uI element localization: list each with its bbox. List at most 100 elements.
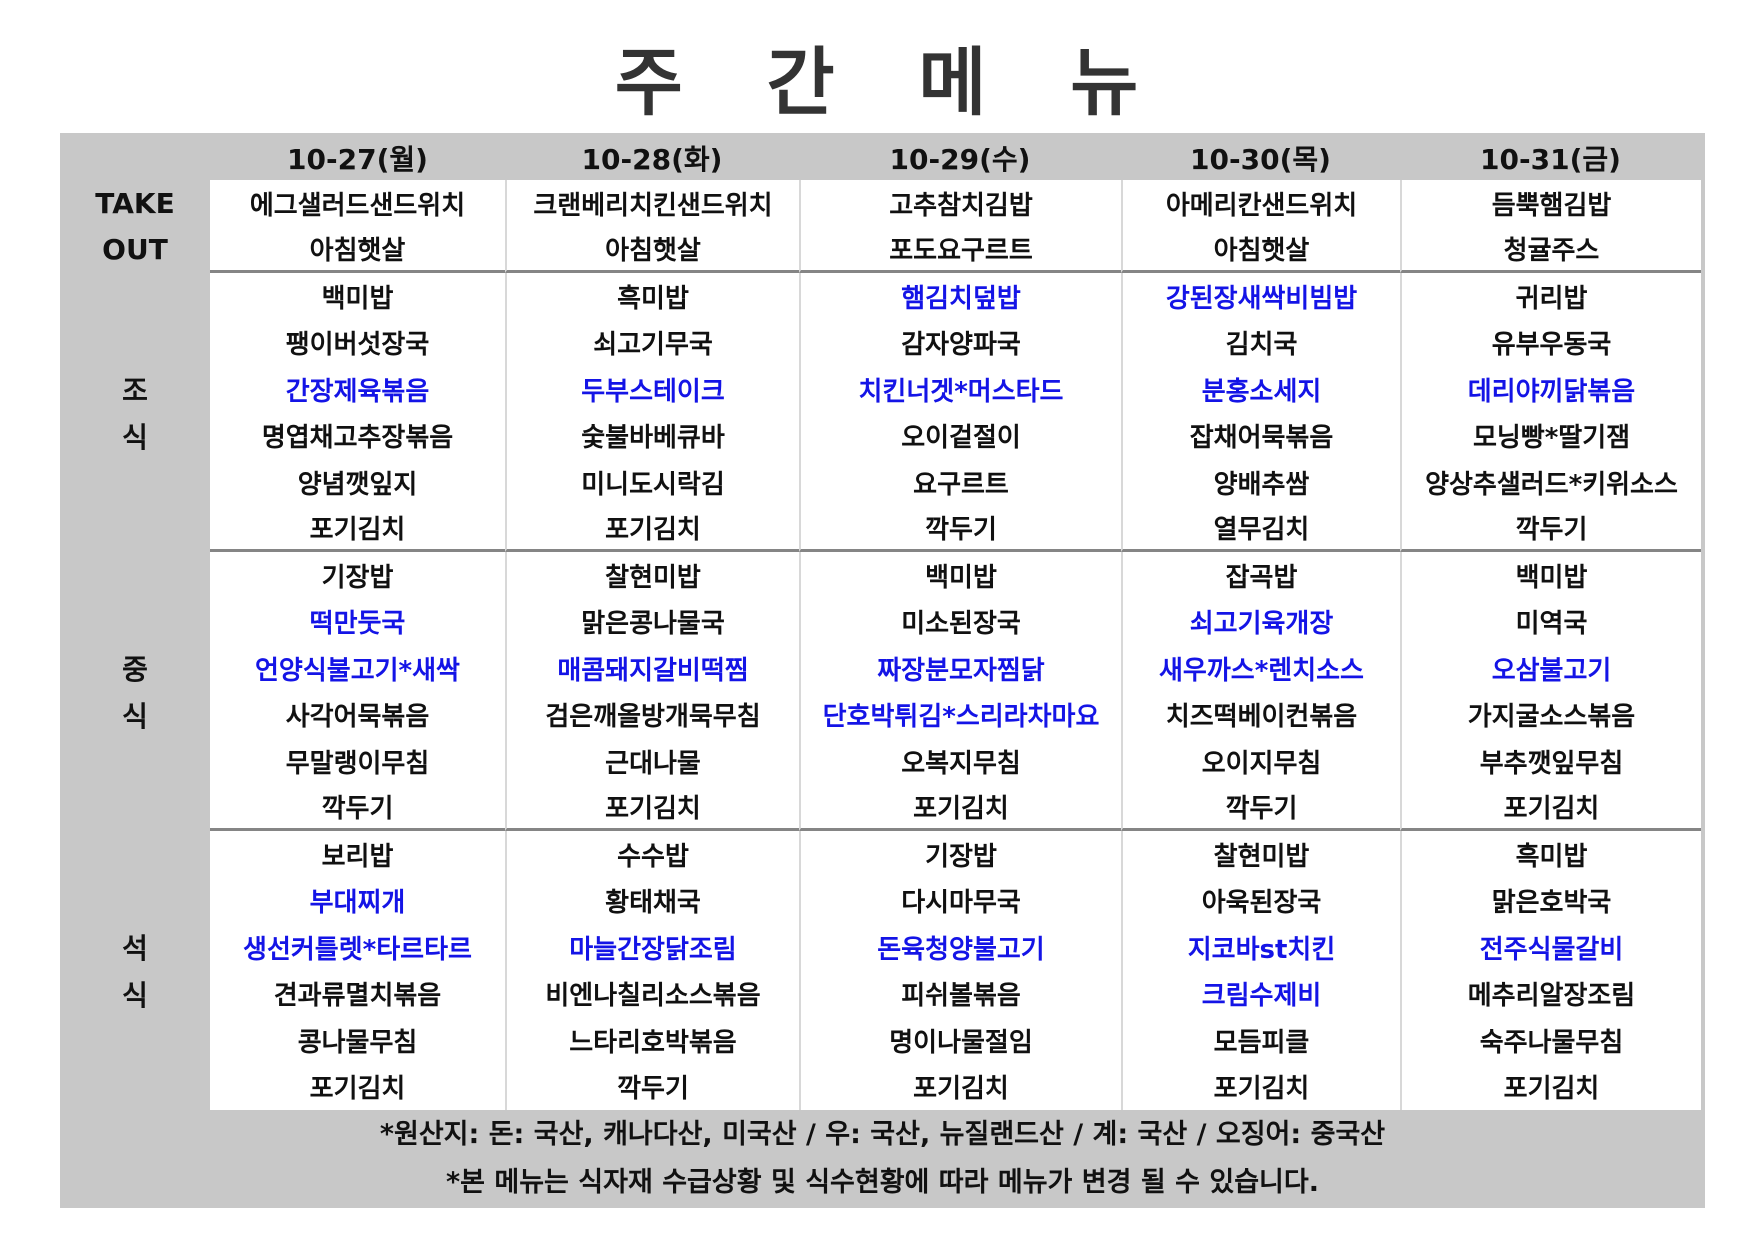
menu-item: 포기김치: [210, 505, 505, 552]
section-label-dinner: [60, 1017, 210, 1064]
section-label-lunch: 중: [60, 645, 210, 692]
menu-item: 찰현미밥: [505, 552, 799, 599]
menu-item: 쇠고기육개장: [1121, 598, 1400, 645]
menu-item: 아욱된장국: [1121, 877, 1400, 924]
menu-item: 포기김치: [1400, 784, 1701, 831]
section-label-lunch: [60, 598, 210, 645]
menu-item: 황태채국: [505, 877, 799, 924]
menu-item: 모듬피클: [1121, 1017, 1400, 1064]
menu-item: 검은깨올방개묵무침: [505, 691, 799, 738]
menu-item: 깍두기: [1400, 505, 1701, 552]
menu-grid: 10-27(월) 10-28(화) 10-29(수) 10-30(목) 10-31(금)…: [60, 133, 1701, 1110]
day-header: 10-28(화): [581, 143, 723, 176]
menu-item: 포기김치: [799, 1063, 1121, 1110]
menu-item: 사각어묵볶음: [210, 691, 505, 738]
menu-item: 맑은호박국: [1400, 877, 1701, 924]
menu-item: 크림수제비: [1121, 970, 1400, 1017]
menu-item: 에그샐러드샌드위치: [210, 180, 505, 227]
menu-item: 청귤주스: [1400, 226, 1701, 273]
menu-item: 숙주나물무침: [1400, 1017, 1701, 1064]
menu-item: 백미밥: [210, 273, 505, 320]
menu-item: 명엽채고추장볶음: [210, 412, 505, 459]
menu-item: 쇠고기무국: [505, 319, 799, 366]
menu-item: 오이지무침: [1121, 738, 1400, 785]
corner-cell: [60, 133, 210, 180]
section-label-dinner: [60, 877, 210, 924]
menu-item: 요구르트: [799, 459, 1121, 506]
menu-item: 깍두기: [210, 784, 505, 831]
section-label-lunch: [60, 552, 210, 599]
menu-item: 귀리밥: [1400, 273, 1701, 320]
section-label-breakfast: 조: [60, 366, 210, 413]
menu-item: 햄김치덮밥: [799, 273, 1121, 320]
menu-item: 보리밥: [210, 831, 505, 878]
menu-item: 찰현미밥: [1121, 831, 1400, 878]
menu-item: 흑미밥: [1400, 831, 1701, 878]
menu-item: 숯불바베큐바: [505, 412, 799, 459]
menu-item: 감자양파국: [799, 319, 1121, 366]
menu-item: 부추깻잎무침: [1400, 738, 1701, 785]
menu-item: 가지굴소스볶음: [1400, 691, 1701, 738]
menu-item: 맑은콩나물국: [505, 598, 799, 645]
menu-item: 데리야끼닭볶음: [1400, 366, 1701, 413]
menu-item: 백미밥: [799, 552, 1121, 599]
page-title: 주 간 메 뉴: [614, 40, 1139, 126]
menu-item: 듬뿍햄김밥: [1400, 180, 1701, 227]
menu-item: 포기김치: [1121, 1063, 1400, 1110]
menu-item: 부대찌개: [210, 877, 505, 924]
menu-item: 깍두기: [1121, 784, 1400, 831]
menu-item: 매콤돼지갈비떡찜: [505, 645, 799, 692]
menu-item: 돈육청양불고기: [799, 924, 1121, 971]
footer-notes: *원산지: 돈: 국산, 캐나다산, 미국산 / 우: 국산, 뉴질랜드산 / …: [60, 1111, 1705, 1207]
section-label-lunch: 식: [60, 691, 210, 738]
section-label-takeout: TAKE: [60, 180, 210, 227]
menu-item: 포기김치: [210, 1063, 505, 1110]
menu-item: 피쉬볼볶음: [799, 970, 1121, 1017]
menu-item: 생선커틀렛*타르타르: [210, 924, 505, 971]
menu-item: 치킨너겟*머스타드: [799, 366, 1121, 413]
menu-item: 모닝빵*딸기잼: [1400, 412, 1701, 459]
menu-item: 떡만둣국: [210, 598, 505, 645]
menu-item: 치즈떡베이컨볶음: [1121, 691, 1400, 738]
menu-item: 아침햇살: [505, 226, 799, 273]
menu-item: 메추리알장조림: [1400, 970, 1701, 1017]
section-label-dinner: 석: [60, 924, 210, 971]
menu-item: 짜장분모자찜닭: [799, 645, 1121, 692]
menu-item: 오이겉절이: [799, 412, 1121, 459]
menu-item: 지코바st치킨: [1121, 924, 1400, 971]
section-label-dinner: 식: [60, 970, 210, 1017]
menu-item: 아침햇살: [210, 226, 505, 273]
section-label-lunch: [60, 738, 210, 785]
menu-item: 양상추샐러드*키위소스: [1400, 459, 1701, 506]
section-label-takeout: OUT: [60, 226, 210, 273]
menu-item: 분홍소세지: [1121, 366, 1400, 413]
menu-item: 양념깻잎지: [210, 459, 505, 506]
weekly-menu-table: 10-27(월) 10-28(화) 10-29(수) 10-30(목) 10-31(금)…: [60, 133, 1705, 1208]
menu-item: 흑미밥: [505, 273, 799, 320]
day-header: 10-30(목): [1190, 143, 1331, 176]
menu-item: 간장제육볶음: [210, 366, 505, 413]
menu-item: 전주식물갈비: [1400, 924, 1701, 971]
menu-item: 강된장새싹비빔밥: [1121, 273, 1400, 320]
menu-item: 팽이버섯장국: [210, 319, 505, 366]
menu-item: 양배추쌈: [1121, 459, 1400, 506]
menu-item: 아메리칸샌드위치: [1121, 180, 1400, 227]
menu-item: 무말랭이무침: [210, 738, 505, 785]
menu-item: 잡곡밥: [1121, 552, 1400, 599]
menu-item: 미니도시락김: [505, 459, 799, 506]
menu-item: 고추참치김밥: [799, 180, 1121, 227]
menu-item: 단호박튀김*스리라차마요: [799, 691, 1121, 738]
menu-item: 미소된장국: [799, 598, 1121, 645]
menu-item: 포기김치: [505, 784, 799, 831]
menu-item: 느타리호박볶음: [505, 1017, 799, 1064]
section-label-lunch: [60, 784, 210, 831]
day-header: 10-27(월): [287, 143, 428, 176]
menu-item: 마늘간장닭조림: [505, 924, 799, 971]
menu-item: 수수밥: [505, 831, 799, 878]
menu-item: 김치국: [1121, 319, 1400, 366]
menu-item: 두부스테이크: [505, 366, 799, 413]
menu-item: 열무김치: [1121, 505, 1400, 552]
menu-item: 아침햇살: [1121, 226, 1400, 273]
menu-item: 다시마무국: [799, 877, 1121, 924]
menu-item: 명이나물절임: [799, 1017, 1121, 1064]
